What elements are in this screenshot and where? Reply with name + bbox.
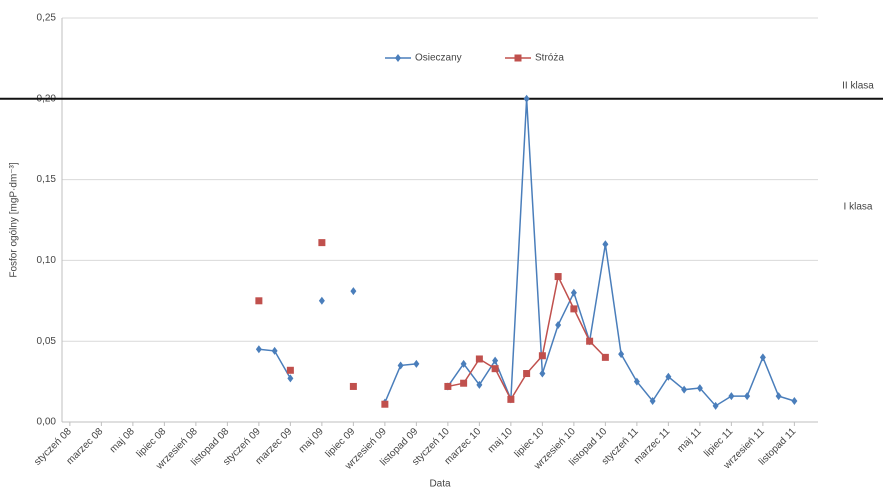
y-tick-label: 0,05 (37, 336, 57, 347)
marker (255, 297, 263, 305)
marker (287, 374, 294, 383)
marker (381, 400, 389, 408)
region-label: I klasa (844, 202, 873, 213)
marker (539, 369, 546, 378)
y-tick-label: 0,00 (37, 417, 57, 428)
series-line (258, 98, 795, 407)
marker (523, 94, 530, 103)
marker (491, 365, 499, 373)
marker (318, 296, 325, 305)
x-axis-title: Data (429, 479, 451, 490)
marker (475, 355, 483, 363)
y-tick-label: 0,10 (37, 255, 57, 266)
marker (728, 392, 735, 401)
x-tick-label: maj 09 (297, 426, 326, 455)
marker (681, 385, 688, 394)
marker (492, 356, 499, 365)
marker (712, 401, 719, 410)
threshold-label: II klasa (842, 80, 874, 91)
marker (444, 382, 452, 390)
marker (460, 359, 467, 368)
marker (554, 273, 562, 281)
marker (460, 379, 468, 387)
marker (633, 377, 640, 386)
marker (665, 372, 672, 381)
marker (775, 392, 782, 401)
marker (349, 382, 357, 390)
marker (759, 353, 766, 362)
marker (602, 240, 609, 249)
marker (318, 239, 326, 247)
marker (618, 350, 625, 359)
marker (397, 361, 404, 370)
marker (514, 54, 522, 62)
marker (586, 337, 594, 345)
marker (696, 384, 703, 393)
marker (791, 396, 798, 405)
x-tick-label: maj 10 (486, 426, 515, 455)
x-tick-label: maj 11 (675, 426, 704, 455)
marker (476, 380, 483, 389)
marker (286, 366, 294, 374)
marker (538, 352, 546, 360)
y-axis-title: Fosfor ogólny [mgP·dm⁻³] (9, 162, 20, 278)
marker (570, 305, 578, 313)
y-tick-label: 0,25 (37, 13, 57, 24)
marker (649, 396, 656, 405)
marker (271, 346, 278, 355)
legend-label: Osieczany (415, 53, 462, 64)
marker (395, 54, 401, 62)
marker (601, 353, 609, 361)
marker (350, 287, 357, 296)
series-line (447, 274, 606, 401)
marker (744, 392, 751, 401)
marker (507, 395, 515, 403)
legend-label: Stróża (535, 53, 564, 64)
y-tick-label: 0,15 (37, 174, 57, 185)
marker (570, 288, 577, 297)
marker (523, 370, 531, 378)
marker (255, 345, 262, 354)
marker (413, 359, 420, 368)
marker (555, 321, 562, 330)
x-tick-label: maj 08 (108, 426, 137, 455)
